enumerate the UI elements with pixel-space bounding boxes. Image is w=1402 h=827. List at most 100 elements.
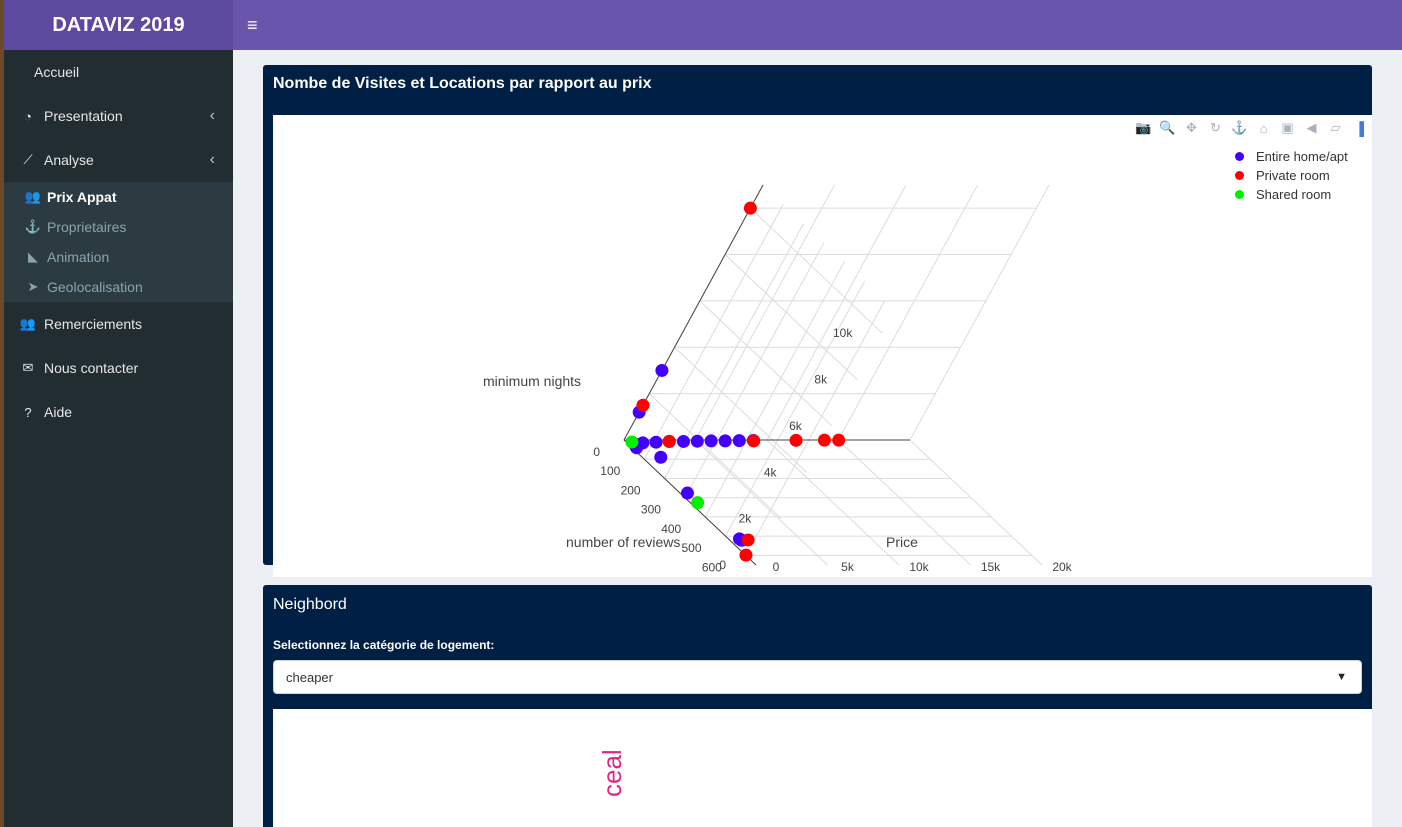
data-point[interactable] [732, 434, 746, 448]
grid-line [838, 439, 971, 566]
sidebar-item-aide[interactable]: ? Aide [4, 390, 233, 434]
data-point[interactable] [747, 434, 761, 448]
sidebar-item-label: Analyse [44, 152, 94, 168]
data-point[interactable] [649, 435, 663, 449]
grid-line [695, 439, 828, 566]
sidebar-item-nous-contacter[interactable]: ✉ Nous contacter [4, 346, 233, 390]
y-tick-label: 100 [600, 464, 620, 478]
sidebar-subitem-label: Animation [47, 249, 110, 265]
chart-points [625, 201, 846, 562]
z-tick-label: 0 [719, 558, 726, 572]
x-tick-label: 10k [909, 560, 929, 574]
data-point[interactable] [680, 486, 694, 500]
box-title: Neighbord [273, 596, 347, 613]
legend-marker [1235, 152, 1244, 161]
reset-camera-icon[interactable]: ⌂ [1259, 120, 1268, 136]
data-point[interactable] [817, 433, 831, 447]
data-point[interactable] [655, 363, 669, 377]
data-point[interactable] [832, 433, 846, 447]
camera-icon[interactable]: 📷 [1135, 120, 1152, 135]
grid-line [674, 346, 807, 473]
category-select[interactable]: cheaper ▼ [273, 660, 1362, 694]
data-point[interactable] [739, 548, 753, 562]
grid-line [838, 184, 978, 441]
sidebar-subitem-proprietaires[interactable]: ⚓ Proprietaires [4, 212, 233, 242]
sidebar-subitem-geolocalisation[interactable]: ➤ Geolocalisation [4, 272, 233, 302]
chart-grid [623, 184, 1050, 566]
grid-line [695, 184, 835, 441]
data-point[interactable] [636, 398, 650, 412]
data-point[interactable] [718, 434, 732, 448]
legend-marker [1235, 171, 1244, 180]
y-tick-label: 500 [682, 541, 702, 555]
data-point[interactable] [704, 434, 718, 448]
sidebar-item-accueil[interactable]: Accueil [4, 50, 233, 94]
chevron-left-icon: ‹ [209, 151, 215, 168]
legend-marker [1235, 190, 1244, 199]
scatter-3d-plot[interactable]: 📷 🔍 ✥ ↻ ⚓ ⌂ ▣ ◀ ▱ ▐ 0 2k 4k 6k 8k 10k 0 100 200 3… [273, 115, 1372, 577]
x-tick-label: 20k [1052, 560, 1072, 574]
sidebar-subitem-prix-appat[interactable]: 👥 Prix Appat [4, 182, 233, 212]
analyse-submenu: 👥 Prix Appat ⚓ Proprietaires ◣ Animation… [4, 182, 233, 302]
sidebar-item-analyse[interactable]: ⟋ Analyse ‹ [4, 138, 233, 182]
data-point[interactable] [636, 436, 650, 450]
z-tick-label: 6k [789, 419, 803, 433]
zoom-icon[interactable]: 🔍 [1159, 120, 1176, 135]
sidebar-item-presentation[interactable]: ◔ Presentation ‹ [4, 94, 233, 138]
sidebar-subitem-animation[interactable]: ◣ Animation [4, 242, 233, 272]
grid-line [909, 439, 1043, 566]
area-chart-icon: ◣ [28, 249, 38, 264]
x-tick-label: 5k [841, 560, 855, 574]
data-point[interactable] [789, 433, 803, 447]
plotly-logo-icon[interactable]: ▐ [1354, 120, 1365, 136]
grid-line [643, 203, 784, 460]
turntable-rotation-icon[interactable]: ⚓ [1231, 120, 1248, 135]
orbit-rotation-icon[interactable]: ↻ [1210, 120, 1221, 135]
users-icon: 👥 [24, 189, 42, 204]
grid-line [704, 261, 845, 518]
sidebar-item-label: Presentation [44, 108, 123, 124]
sidebar-subitem-label: Geolocalisation [47, 279, 143, 295]
data-point[interactable] [654, 450, 668, 464]
app-logo[interactable]: DATAVIZ 2019 [4, 0, 233, 50]
select-value: cheaper [286, 669, 333, 685]
y-tick-label: 0 [593, 445, 600, 459]
legend-item-entire-home[interactable]: Entire home/apt [1233, 147, 1348, 166]
sidebar-item-label: Accueil [34, 64, 80, 80]
caret-down-icon: ▼ [1336, 671, 1347, 683]
grid-line [750, 207, 883, 334]
legend-label: Entire home/apt [1256, 149, 1348, 164]
y-axis-label: number of reviews [566, 534, 680, 550]
line-chart-icon: ⟋ [23, 152, 33, 167]
anchor-icon: ⚓ [24, 219, 42, 234]
data-point[interactable] [691, 496, 705, 510]
sidebar-item-remerciements[interactable]: 👥 Remerciements [4, 302, 233, 346]
data-point[interactable] [662, 434, 676, 448]
grid-line [909, 184, 1050, 441]
sidebar-item-label: Aide [44, 404, 73, 420]
data-point[interactable] [743, 201, 757, 215]
sidebar-toggle-icon[interactable]: ≡ [247, 15, 258, 35]
location-arrow-icon: ➤ [27, 279, 39, 294]
pan-icon[interactable]: ✥ [1186, 120, 1197, 135]
envelope-icon: ✉ [22, 360, 34, 375]
y-tick-label: 600 [702, 560, 722, 574]
legend-item-shared-room[interactable]: Shared room [1233, 185, 1348, 204]
grid-line [699, 300, 833, 427]
toggle-hover-icon[interactable]: ◀ [1306, 120, 1317, 135]
z-axis-line [623, 184, 764, 441]
grid-line [725, 280, 865, 537]
box-title: Nombe de Visites et Locations par rappor… [273, 75, 652, 92]
data-point[interactable] [676, 434, 690, 448]
y-axis-line [623, 439, 757, 566]
data-point[interactable] [625, 435, 639, 449]
neighbord-plot[interactable]: ceal [273, 709, 1372, 827]
x-tick-label: 0 [773, 560, 780, 574]
dashboard-icon: ◔ [24, 108, 32, 124]
toggle-spike-icon[interactable]: ▱ [1330, 120, 1341, 135]
legend-item-private-room[interactable]: Private room [1233, 166, 1348, 185]
data-point[interactable] [690, 434, 704, 448]
data-point[interactable] [741, 533, 755, 547]
grid-line [766, 184, 907, 441]
camera-view-icon[interactable]: ▣ [1281, 120, 1294, 135]
